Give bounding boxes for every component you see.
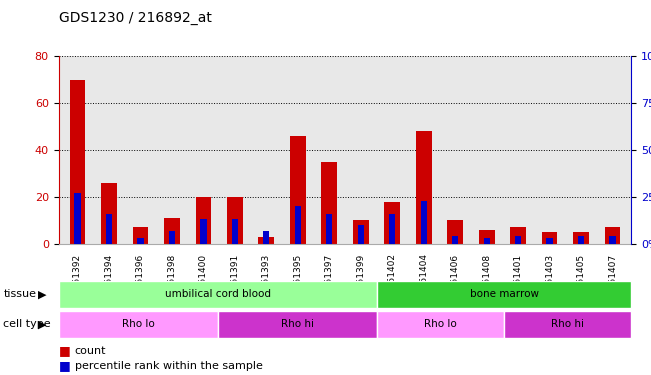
Bar xyxy=(478,230,495,244)
Text: Rho hi: Rho hi xyxy=(551,320,585,329)
Bar xyxy=(164,218,180,244)
Text: Rho hi: Rho hi xyxy=(281,320,314,329)
Bar xyxy=(101,183,117,244)
Bar xyxy=(137,238,144,244)
Bar xyxy=(609,236,616,244)
Bar xyxy=(574,232,589,244)
Bar xyxy=(515,236,521,244)
Bar xyxy=(384,202,400,244)
Bar xyxy=(510,227,526,244)
Bar xyxy=(106,214,112,244)
Bar xyxy=(133,227,148,244)
Bar xyxy=(546,238,553,244)
Text: ▶: ▶ xyxy=(38,290,46,299)
Bar xyxy=(447,220,463,244)
Text: GDS1230 / 216892_at: GDS1230 / 216892_at xyxy=(59,11,212,25)
Bar xyxy=(322,162,337,244)
Bar xyxy=(227,197,243,244)
Bar xyxy=(484,238,490,244)
Text: Rho lo: Rho lo xyxy=(424,320,457,329)
Text: cell type: cell type xyxy=(3,320,51,329)
Bar xyxy=(389,214,395,244)
Text: Rho lo: Rho lo xyxy=(122,320,154,329)
Bar xyxy=(263,231,270,244)
Bar xyxy=(290,136,306,244)
Bar xyxy=(421,201,427,244)
Bar xyxy=(326,214,333,244)
Bar xyxy=(452,236,458,244)
Bar xyxy=(578,236,584,244)
Text: ■: ■ xyxy=(59,344,70,357)
Bar xyxy=(295,206,301,244)
Bar xyxy=(70,80,85,244)
Text: percentile rank within the sample: percentile rank within the sample xyxy=(75,361,263,370)
Text: ▶: ▶ xyxy=(38,320,46,329)
Bar xyxy=(169,231,175,244)
Bar xyxy=(416,131,432,244)
Bar xyxy=(201,219,206,244)
Bar xyxy=(357,225,364,244)
Text: tissue: tissue xyxy=(3,290,36,299)
Bar xyxy=(605,227,620,244)
Bar xyxy=(232,219,238,244)
Bar xyxy=(258,237,274,244)
Text: bone marrow: bone marrow xyxy=(469,290,538,299)
Bar xyxy=(195,197,212,244)
Bar xyxy=(542,232,557,244)
Text: count: count xyxy=(75,346,106,355)
Text: umbilical cord blood: umbilical cord blood xyxy=(165,290,271,299)
Bar xyxy=(353,220,368,244)
Text: ■: ■ xyxy=(59,359,70,372)
Bar xyxy=(74,193,81,244)
